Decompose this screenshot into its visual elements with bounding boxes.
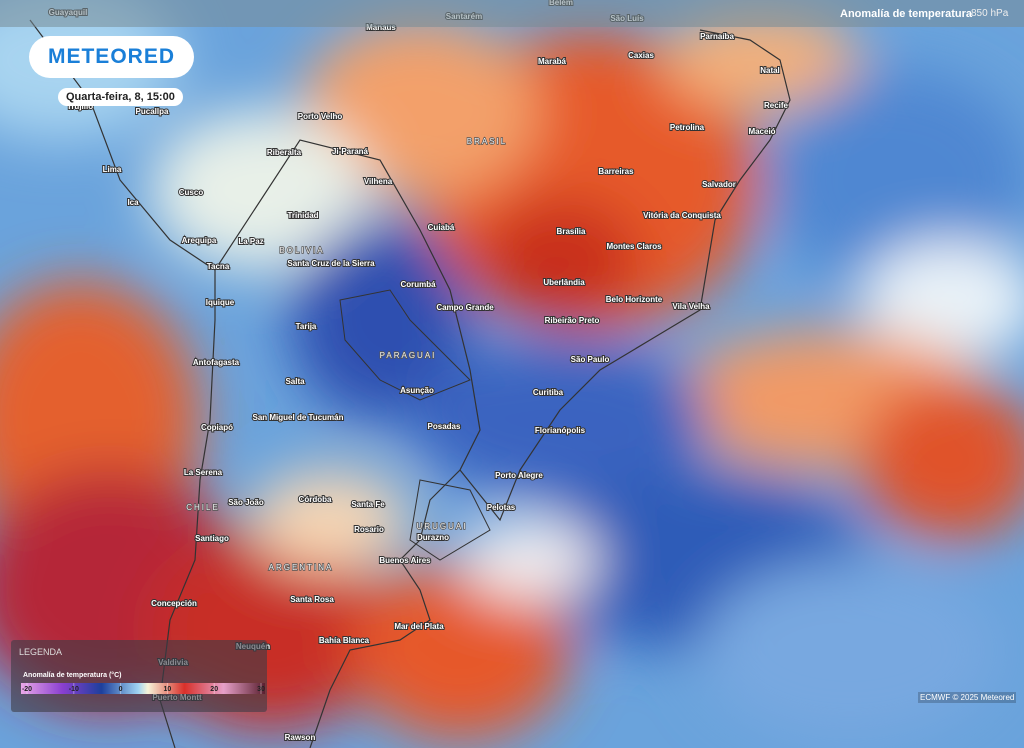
logo[interactable]: METEORED: [29, 36, 194, 78]
scale-tick-label: -20: [22, 686, 32, 693]
city-label: Trujillo: [67, 102, 93, 111]
city-label: Rawson: [285, 733, 316, 742]
scale-tick-label: 20: [210, 686, 218, 693]
city-label: Cuiabá: [428, 223, 455, 232]
city-label: Córdoba: [299, 495, 332, 504]
city-label: Salvador: [702, 180, 736, 189]
city-label: Asunção: [400, 386, 434, 395]
top-bar: Anomalía de temperatura 850 hPa: [0, 0, 1024, 27]
city-label: Arequipa: [182, 236, 217, 245]
city-label: Barreiras: [598, 167, 634, 176]
city-label: Pelotas: [487, 503, 516, 512]
city-label: Corumbá: [400, 280, 436, 289]
country-label: CHILE: [186, 503, 220, 512]
city-label: Cusco: [179, 188, 204, 197]
city-label: Durazno: [417, 533, 449, 542]
city-label: Santa Cruz de la Sierra: [287, 259, 375, 268]
city-label: Montes Claros: [606, 242, 662, 251]
city-label: La Paz: [238, 237, 263, 246]
city-label: Santa Rosa: [290, 595, 334, 604]
city-label: Pucallpa: [136, 107, 169, 116]
city-label: Iquique: [206, 298, 235, 307]
city-label: Vitória da Conquista: [643, 211, 721, 220]
scale-tick-label: 30: [257, 686, 265, 693]
country-label: BOLIVIA: [279, 246, 324, 255]
legend-subtitle: Anomalía de temperatura (°C): [23, 672, 122, 679]
city-label: Ribeirão Preto: [545, 316, 600, 325]
city-label: Belo Horizonte: [606, 295, 663, 304]
color-scale: -20 -10 0 10 20 30: [21, 683, 265, 694]
city-label: Trinidad: [287, 211, 318, 220]
city-label: Lima: [103, 165, 122, 174]
city-label: Porto Alegre: [495, 471, 543, 480]
city-label: Tarija: [296, 322, 317, 331]
city-label: São João: [228, 498, 264, 507]
city-label: Natal: [760, 66, 780, 75]
legend-title: LEGENDA: [19, 647, 63, 657]
city-label: Caxias: [628, 51, 654, 60]
city-label: Recife: [764, 101, 789, 110]
legend: LEGENDA Anomalía de temperatura (°C) -20…: [11, 640, 267, 712]
city-label: Concepción: [151, 599, 197, 608]
city-label: Vila Velha: [672, 302, 710, 311]
city-label: La Serena: [184, 468, 223, 477]
city-label: Tacna: [207, 262, 230, 271]
city-label: Parnaíba: [700, 32, 734, 41]
city-label: Posadas: [428, 422, 461, 431]
city-label: San Miguel de Tucumán: [253, 413, 344, 422]
city-label: Santiago: [195, 534, 229, 543]
city-label: Campo Grande: [436, 303, 494, 312]
city-label: Florianópolis: [535, 426, 586, 435]
credit: ECMWF © 2025 Meteored: [918, 692, 1017, 703]
layer-title[interactable]: Anomalía de temperatura: [840, 8, 973, 20]
country-label: URUGUAI: [417, 522, 468, 531]
country-label: BRASIL: [467, 137, 507, 146]
scale-tick-label: 0: [119, 686, 123, 693]
city-label: São Paulo: [571, 355, 610, 364]
city-label: Mar del Plata: [394, 622, 444, 631]
country-label: ARGENTINA: [269, 563, 334, 572]
city-label: Marabá: [538, 57, 567, 66]
timestamp: Quarta-feira, 8, 15:00: [58, 88, 183, 106]
city-label: Bahía Blanca: [319, 636, 370, 645]
city-label: Porto Velho: [298, 112, 343, 121]
country-label: PARAGUAI: [380, 351, 437, 360]
pressure-level[interactable]: 850 hPa: [971, 8, 1009, 19]
city-label: Petrolina: [670, 123, 705, 132]
country-borders: [339, 289, 491, 561]
color-bar: [21, 683, 265, 694]
city-label: Vilhena: [364, 177, 393, 186]
city-label: Salta: [285, 377, 305, 386]
city-label: Ica: [127, 198, 139, 207]
city-label: Curitiba: [533, 388, 564, 397]
city-label: Ji-Paraná: [332, 147, 369, 156]
scale-tick-label: 10: [164, 686, 172, 693]
city-label: Brasília: [557, 227, 586, 236]
city-label: Maceió: [748, 127, 775, 136]
scale-tick-label: -10: [69, 686, 79, 693]
city-label: Santa Fe: [351, 500, 385, 509]
city-label: Uberlândia: [543, 278, 585, 287]
city-label: Antofagasta: [193, 358, 240, 367]
city-label: Manaus: [366, 23, 396, 32]
city-label: Riberalta: [267, 148, 302, 157]
city-label: Copiapó: [201, 423, 233, 432]
city-label: Buenos Aires: [379, 556, 431, 565]
city-label: Rosario: [354, 525, 384, 534]
